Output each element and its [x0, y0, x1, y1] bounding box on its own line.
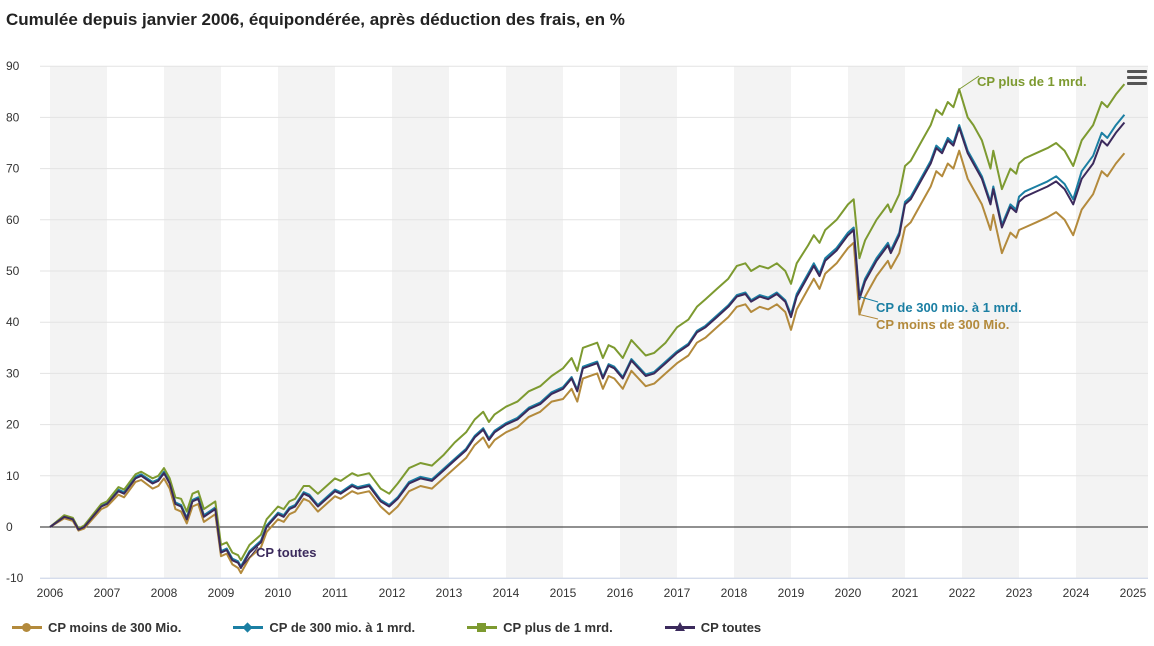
annotation-label: CP de 300 mio. à 1 mrd. [876, 300, 1022, 315]
x-tick-label: 2022 [949, 586, 976, 600]
x-tick-label: 2011 [322, 586, 348, 600]
y-tick-label: 60 [6, 213, 20, 227]
annotation-label: CP plus de 1 mrd. [977, 74, 1087, 89]
legend-label: CP de 300 mio. à 1 mrd. [269, 620, 416, 635]
series-line-2 [49, 83, 1126, 562]
x-tick-label: 2010 [265, 586, 292, 600]
annotation-connector [859, 296, 879, 303]
x-tick-label: 2019 [778, 586, 805, 600]
y-tick-label: 20 [6, 418, 20, 432]
x-tick-label: 2015 [550, 586, 577, 600]
y-tick-label: 10 [6, 469, 20, 483]
x-tick-label: 2008 [151, 586, 178, 600]
y-tick-label: 70 [6, 162, 20, 176]
hamburger-menu-icon[interactable] [1127, 70, 1147, 88]
annotation-label: CP moins de 300 Mio. [876, 317, 1009, 332]
legend-item[interactable]: CP toutes [664, 620, 762, 635]
x-tick-label: 2017 [664, 586, 691, 600]
legend-circle-marker-icon [12, 623, 42, 632]
legend-triangle-marker-icon [664, 622, 695, 631]
x-tick-label: 2007 [94, 586, 121, 600]
legend-square-marker-icon [467, 623, 498, 632]
x-tick-label: 2009 [208, 586, 235, 600]
x-tick-label: 2023 [1006, 586, 1033, 600]
x-tick-label: 2013 [436, 586, 463, 600]
x-tick-label: 2020 [835, 586, 862, 600]
legend-diamond-marker-icon [233, 622, 264, 633]
y-tick-label: 30 [6, 366, 20, 380]
y-tick-label: 40 [6, 315, 20, 329]
series-line-3 [49, 121, 1126, 569]
x-tick-label: 2014 [493, 586, 520, 600]
legend-label: CP moins de 300 Mio. [48, 620, 182, 635]
x-tick-label: 2021 [892, 586, 919, 600]
chart-title: Cumulée depuis janvier 2006, équipondéré… [6, 10, 625, 29]
y-tick-label: 90 [6, 59, 20, 73]
legend-label: CP toutes [700, 620, 762, 635]
x-tick-label: 2024 [1063, 586, 1090, 600]
annotation-connector [240, 546, 259, 569]
x-tick-label: 2016 [607, 586, 634, 600]
series-line-0 [49, 149, 1126, 575]
y-tick-label: -10 [6, 571, 24, 585]
legend-item[interactable]: CP de 300 mio. à 1 mrd. [233, 620, 415, 635]
x-tick-label: 2025 [1120, 586, 1147, 600]
y-tick-label: 0 [6, 520, 13, 534]
x-tick-label: 2012 [379, 586, 406, 600]
legend-item[interactable]: CP plus de 1 mrd. [467, 620, 613, 635]
y-tick-label: 50 [6, 264, 20, 278]
legend-item[interactable]: CP moins de 300 Mio. [12, 620, 181, 635]
legend-label: CP plus de 1 mrd. [503, 620, 613, 635]
x-tick-label: 2018 [721, 586, 748, 600]
annotation-connector [859, 314, 879, 320]
chart-legend: CP moins de 300 Mio. CP de 300 mio. à 1 m… [12, 620, 813, 635]
annotation-connector [958, 75, 980, 90]
x-tick-label: 2006 [37, 586, 64, 600]
y-tick-label: 80 [6, 110, 20, 124]
annotation-label: CP toutes [256, 545, 316, 560]
